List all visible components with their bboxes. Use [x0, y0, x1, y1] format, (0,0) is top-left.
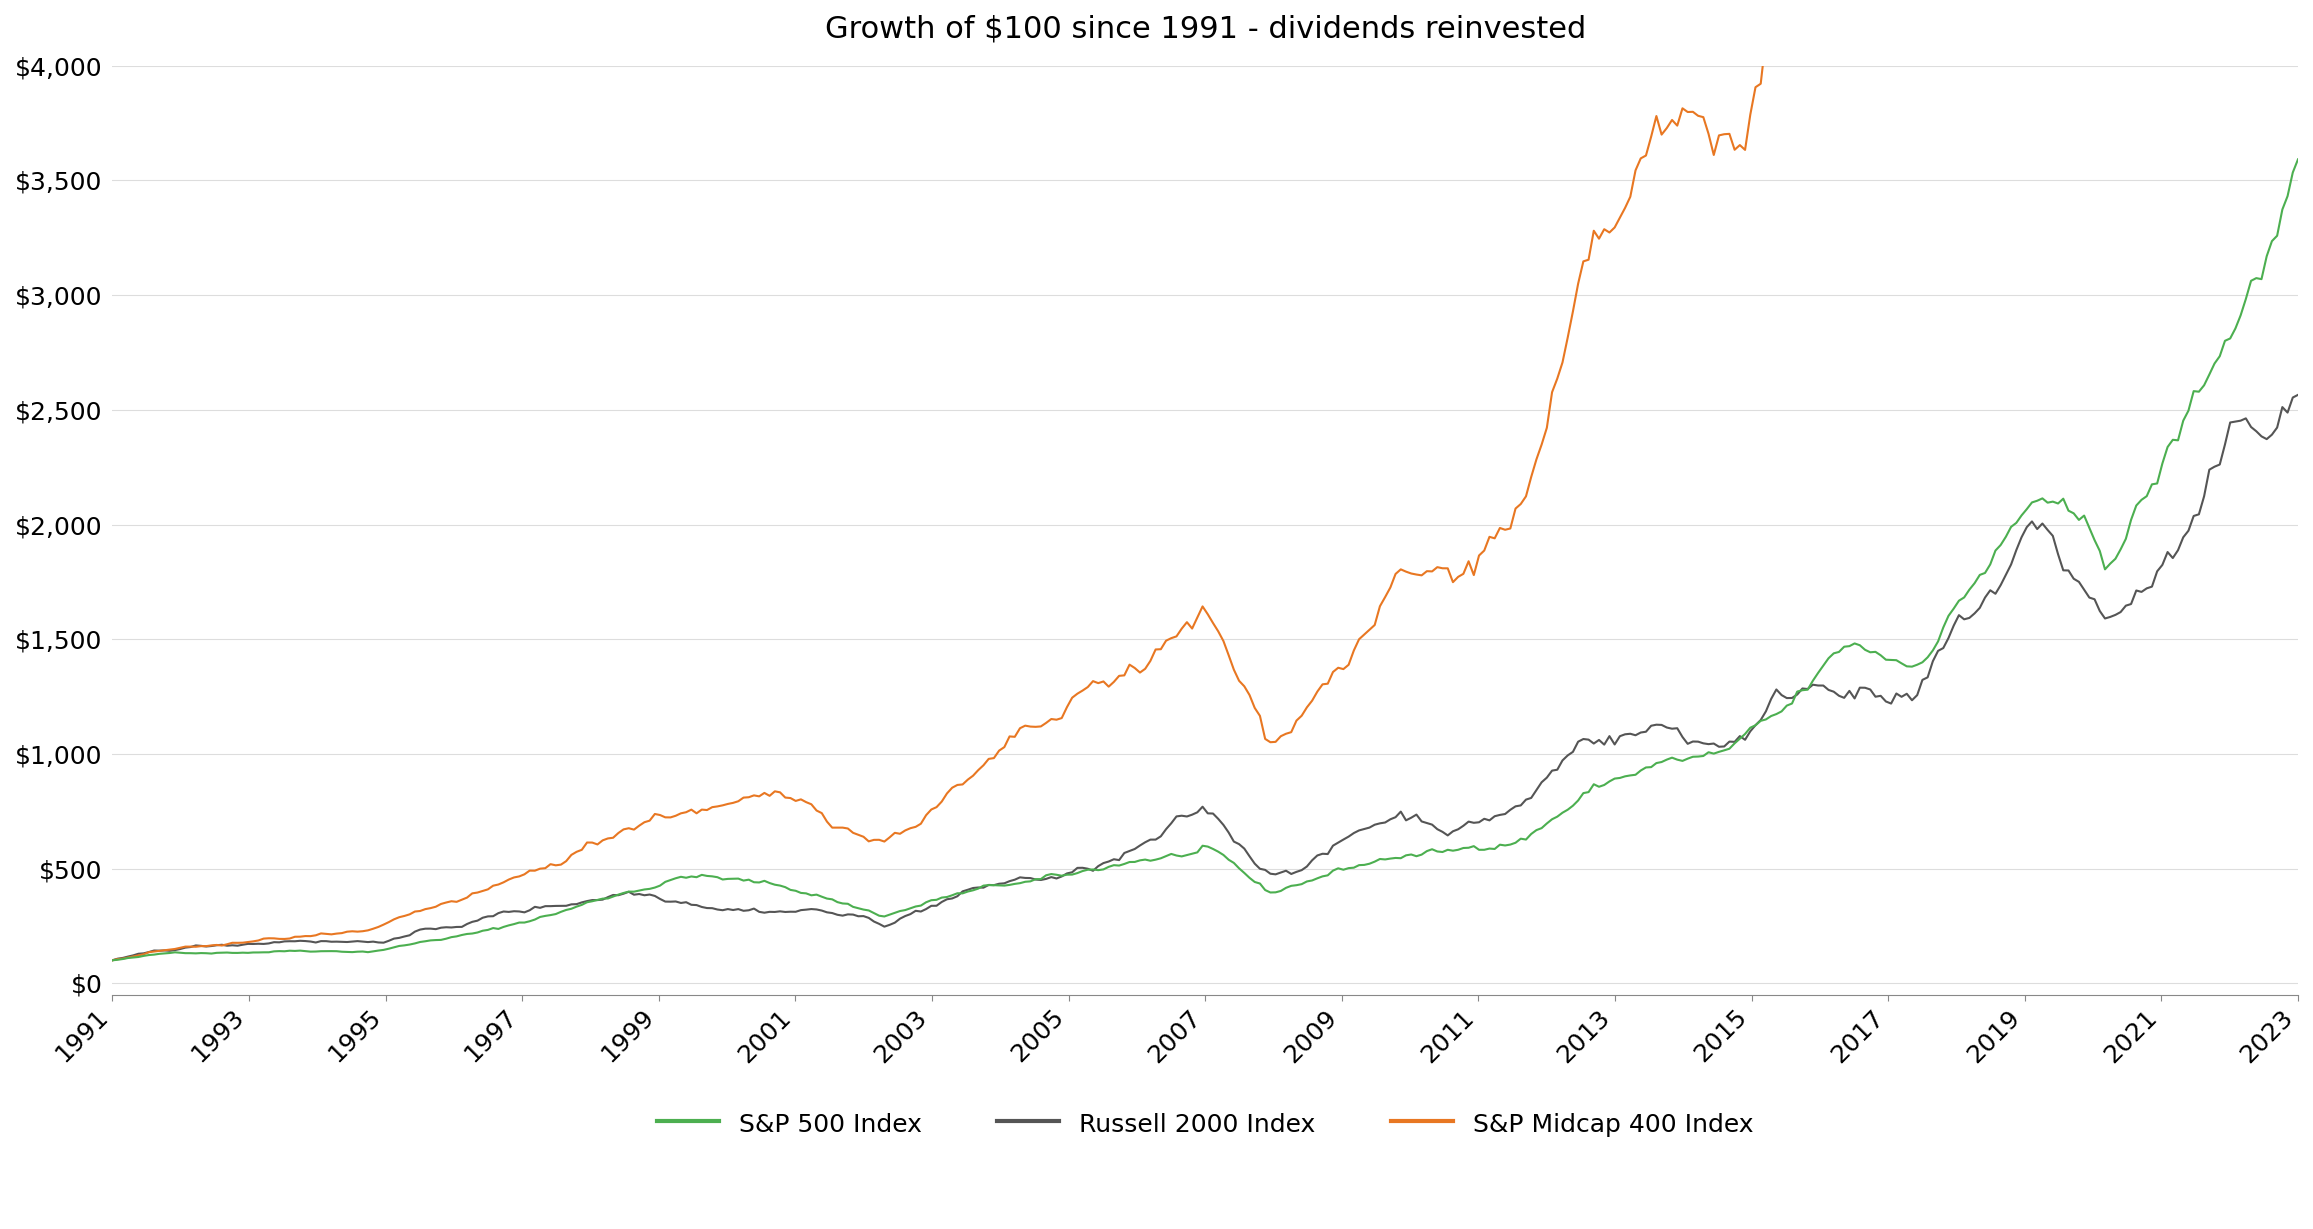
- Title: Growth of $100 since 1991 - dividends reinvested: Growth of $100 since 1991 - dividends re…: [823, 15, 1587, 44]
- Legend: S&P 500 Index, Russell 2000 Index, S&P Midcap 400 Index: S&P 500 Index, Russell 2000 Index, S&P M…: [648, 1099, 1765, 1149]
